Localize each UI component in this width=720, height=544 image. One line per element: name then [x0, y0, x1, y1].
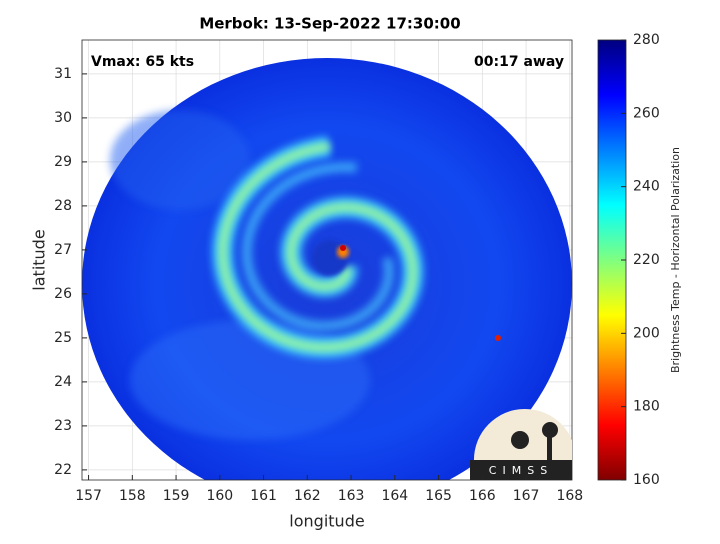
colorbar-tick-label: 160 — [633, 472, 660, 488]
rain-band — [220, 144, 415, 350]
y-tick-label: 30 — [54, 110, 72, 126]
y-tick-label: 28 — [54, 198, 72, 214]
x-tick-label: 163 — [338, 488, 365, 504]
colorbar-tick-label: 180 — [633, 399, 660, 415]
y-tick-label: 22 — [54, 462, 72, 478]
colorbar-tick-label: 280 — [633, 32, 660, 48]
y-tick-label: 29 — [54, 154, 72, 170]
y-tick-label: 26 — [54, 286, 72, 302]
axes-box — [81, 39, 573, 481]
x-tick-label: 158 — [119, 488, 146, 504]
satellite-image — [82, 58, 572, 480]
colorbar-tick-label: 240 — [633, 179, 660, 195]
x-tick-label: 165 — [425, 488, 452, 504]
x-tick-label: 161 — [250, 488, 277, 504]
x-tick-label: 159 — [163, 488, 190, 504]
colorbar-tick-label: 260 — [633, 105, 660, 121]
y-tick-label: 31 — [54, 66, 72, 82]
colorbar-tick-label: 200 — [633, 325, 660, 341]
y-tick-label: 25 — [54, 330, 72, 346]
x-tick-label: 157 — [75, 488, 102, 504]
x-tick-label: 167 — [513, 488, 540, 504]
logo: CIMSS — [470, 408, 572, 480]
colorbar-tick-label: 220 — [633, 252, 660, 268]
x-tick-label: 162 — [294, 488, 321, 504]
x-tick-label: 166 — [469, 488, 496, 504]
y-tick-label: 27 — [54, 242, 72, 258]
logo-text: CIMSS — [489, 464, 553, 477]
rain-band — [241, 162, 394, 331]
y-tick-label: 24 — [54, 374, 72, 390]
y-axis-label: latitude — [30, 229, 49, 290]
x-axis-label: longitude — [289, 512, 364, 531]
y-tick-label: 23 — [54, 418, 72, 434]
x-tick-label: 164 — [381, 488, 408, 504]
x-tick-label: 168 — [556, 488, 583, 504]
annotation: Vmax: 65 kts — [91, 54, 194, 70]
chart-title: Merbok: 13-Sep-2022 17:30:00 — [199, 15, 460, 33]
colorbar-label: Brightness Temp - Horizontal Polarizatio… — [669, 147, 682, 373]
annotation: 00:17 away — [474, 54, 564, 70]
x-tick-label: 160 — [206, 488, 233, 504]
